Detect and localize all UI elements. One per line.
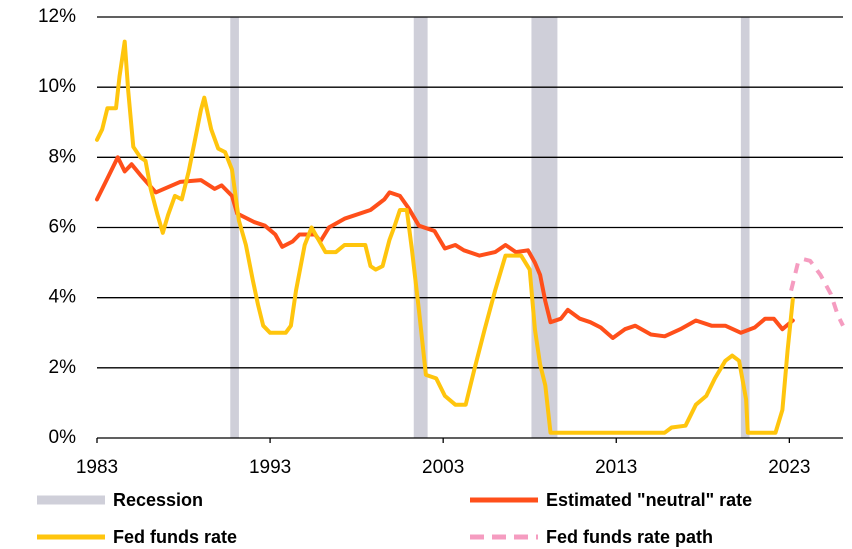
y-tick-label: 0% [49,427,77,448]
y-tick-label: 12% [38,6,76,27]
x-tick-label: 2013 [595,457,637,478]
series-line [95,155,795,340]
x-tick-label: 1983 [76,457,118,478]
legend-label: Fed funds rate [113,527,237,547]
y-tick-label: 8% [49,146,77,167]
legend-label: Recession [113,490,203,510]
y-tick-label: 2% [49,357,77,378]
series-line [95,39,795,435]
y-tick-label: 4% [49,287,77,308]
x-tick-label: 2023 [768,457,810,478]
x-tick-label: 1993 [249,457,291,478]
legend-label: Estimated "neutral" rate [546,490,752,510]
x-tick-label: 2003 [422,457,464,478]
series-line [789,257,845,327]
y-tick-label: 6% [49,217,77,238]
y-tick-label: 10% [38,76,76,97]
legend-label: Fed funds rate path [546,527,713,547]
